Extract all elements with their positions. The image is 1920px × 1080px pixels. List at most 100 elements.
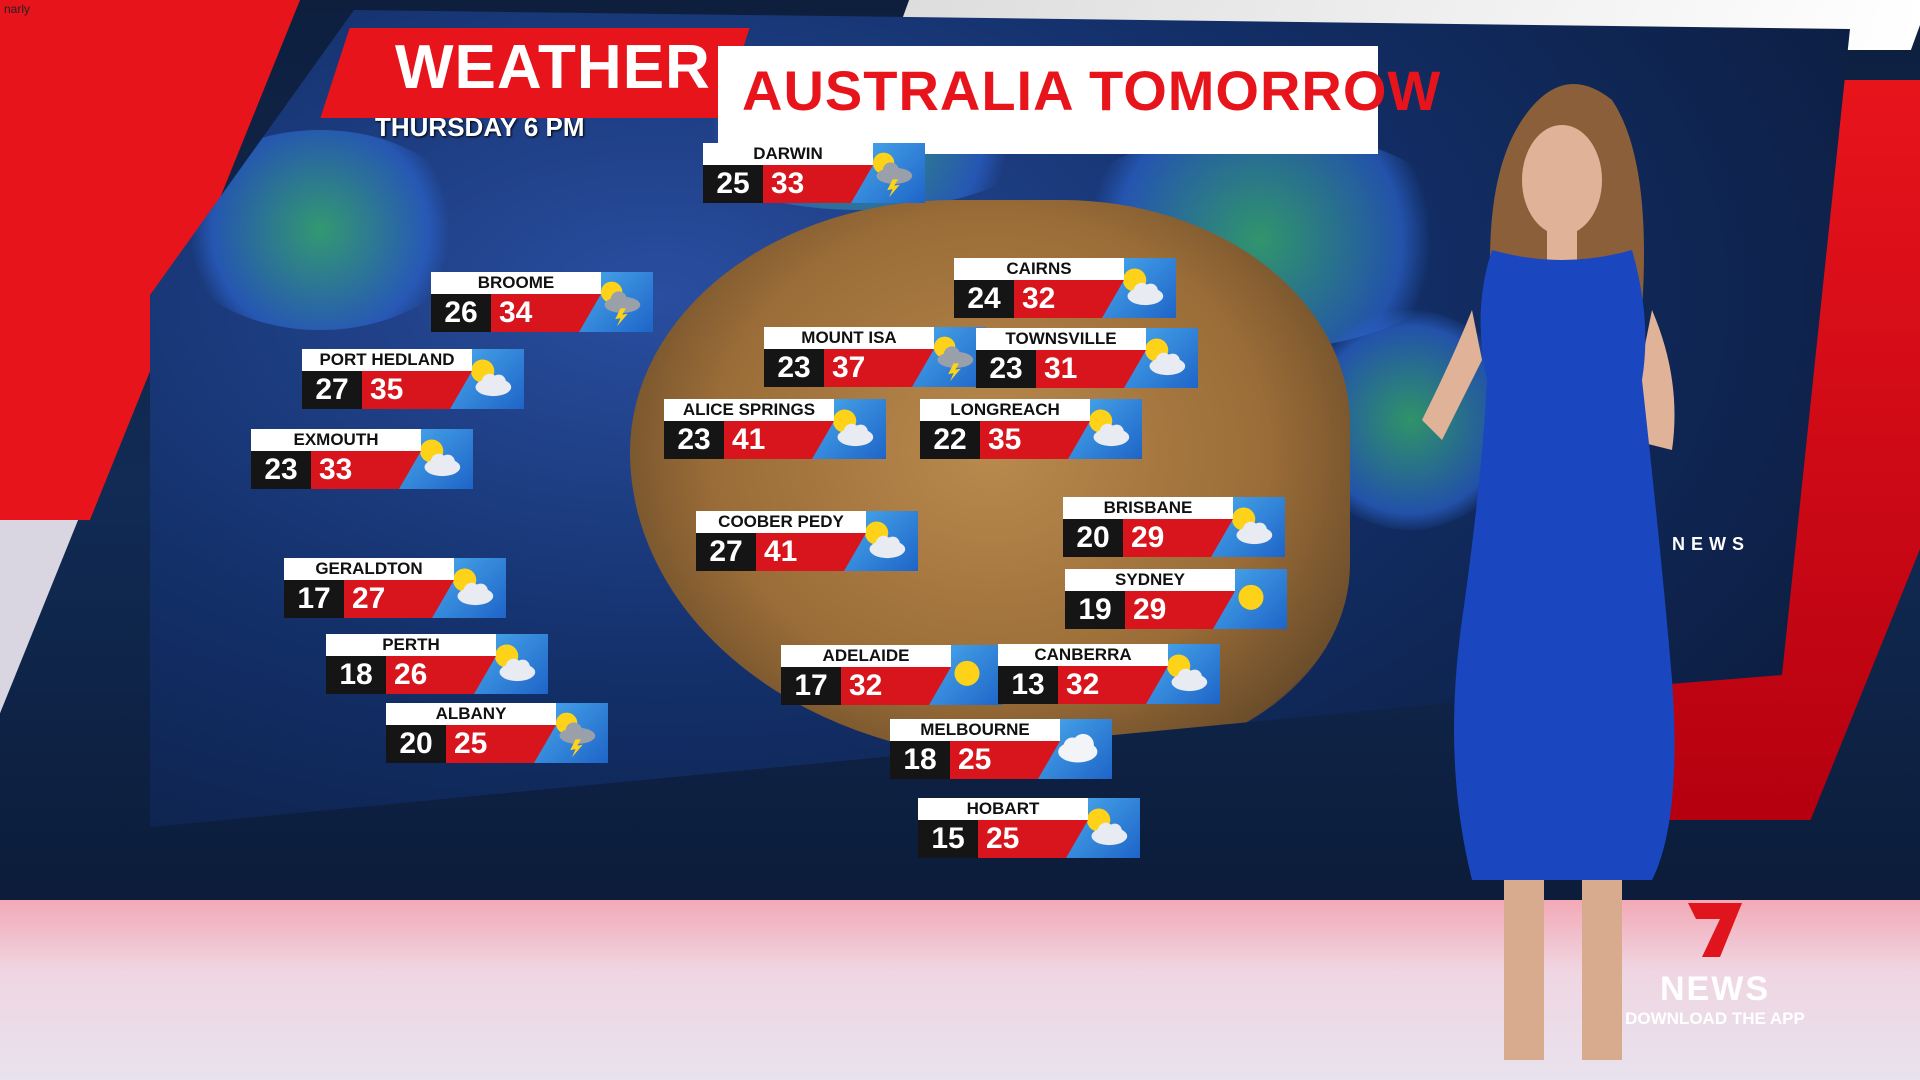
min-temp: 22 [920, 421, 980, 459]
sun-cloud-icon [833, 409, 874, 447]
sun-cloud-icon [1087, 808, 1128, 846]
city-name: PERTH [326, 634, 496, 656]
sun-cloud-icon [1123, 268, 1164, 306]
max-temp: 33 [763, 165, 873, 203]
sun-cloud-icon [1145, 338, 1186, 376]
max-temp: 27 [344, 580, 454, 618]
title-white-banner [718, 46, 1378, 154]
city-card-brisbane: BRISBANE 20 29 [1063, 497, 1285, 559]
max-temp: 25 [978, 820, 1088, 858]
min-temp: 27 [696, 533, 756, 571]
max-temp: 29 [1123, 519, 1233, 557]
min-temp: 23 [251, 451, 311, 489]
city-name: MELBOURNE [890, 719, 1060, 741]
city-name: COOBER PEDY [696, 511, 866, 533]
city-name: EXMOUTH [251, 429, 421, 451]
city-card-alice-springs: ALICE SPRINGS 23 41 [664, 399, 886, 461]
city-name: ALBANY [386, 703, 556, 725]
storm-icon [600, 281, 641, 327]
city-name: MOUNT ISA [764, 327, 934, 349]
title-australia-tomorrow: AUSTRALIA TOMORROW [742, 59, 1442, 122]
max-temp: 32 [1014, 280, 1124, 318]
city-name: SYDNEY [1065, 569, 1235, 591]
max-temp: 33 [311, 451, 421, 489]
city-name: CAIRNS [954, 258, 1124, 280]
sun-icon [1238, 584, 1264, 610]
city-name: PORT HEDLAND [302, 349, 472, 371]
min-temp: 20 [1063, 519, 1123, 557]
min-temp: 18 [326, 656, 386, 694]
logo-news: NEWS [1660, 970, 1770, 1008]
city-card-sydney: SYDNEY 19 29 [1065, 569, 1287, 631]
city-card-townsville: TOWNSVILLE 23 31 [976, 328, 1198, 390]
min-temp: 18 [890, 741, 950, 779]
storm-icon [555, 712, 596, 758]
city-card-geraldton: GERALDTON 17 27 [284, 558, 506, 620]
min-temp: 23 [764, 349, 824, 387]
7news-logo: NEWS DOWNLOAD THE APP [1590, 895, 1840, 1029]
sun-cloud-icon [865, 521, 906, 559]
city-card-darwin: DARWIN 25 33 [703, 143, 925, 205]
city-card-hobart: HOBART 15 25 [918, 798, 1140, 860]
city-card-canberra: CANBERRA 13 32 [998, 644, 1220, 706]
city-card-broome: BROOME 26 34 [431, 272, 653, 334]
min-temp: 27 [302, 371, 362, 409]
forecast-time: THURSDAY 6 PM [375, 112, 585, 142]
sun-cloud-icon [471, 359, 512, 397]
min-temp: 20 [386, 725, 446, 763]
storm-icon [933, 336, 974, 382]
city-card-coober-pedy: COOBER PEDY 27 41 [696, 511, 918, 573]
max-temp: 37 [824, 349, 934, 387]
max-temp: 25 [446, 725, 556, 763]
cloud-icon [1058, 733, 1098, 763]
city-name: HOBART [918, 798, 1088, 820]
presenter [1422, 84, 1675, 1060]
max-temp: 32 [841, 667, 951, 705]
city-name: ADELAIDE [781, 645, 951, 667]
city-card-longreach: LONGREACH 22 35 [920, 399, 1142, 461]
city-card-cairns: CAIRNS 24 32 [954, 258, 1176, 320]
sun-cloud-icon [1089, 409, 1130, 447]
city-name: CANBERRA [998, 644, 1168, 666]
min-temp: 26 [431, 294, 491, 332]
max-temp: 32 [1058, 666, 1168, 704]
min-temp: 19 [1065, 591, 1125, 629]
city-name: LONGREACH [920, 399, 1090, 421]
min-temp: 17 [781, 667, 841, 705]
min-temp: 15 [918, 820, 978, 858]
storm-icon [872, 152, 913, 198]
city-card-perth: PERTH 18 26 [326, 634, 548, 696]
city-name: TOWNSVILLE [976, 328, 1146, 350]
min-temp: 23 [664, 421, 724, 459]
min-temp: 24 [954, 280, 1014, 318]
max-temp: 25 [950, 741, 1060, 779]
title-weather: WEATHER [395, 33, 711, 102]
min-temp: 25 [703, 165, 763, 203]
max-temp: 41 [724, 421, 834, 459]
city-card-albany: ALBANY 20 25 [386, 703, 608, 765]
city-name: DARWIN [703, 143, 873, 165]
city-card-mount-isa: MOUNT ISA 23 37 [764, 327, 986, 389]
sun-cloud-icon [495, 644, 536, 682]
min-temp: 13 [998, 666, 1058, 704]
sun-cloud-icon [1232, 507, 1273, 545]
download-app-tagline: DOWNLOAD THE APP [1625, 1009, 1805, 1028]
city-card-port-hedland: PORT HEDLAND 27 35 [302, 349, 524, 411]
min-temp: 23 [976, 350, 1036, 388]
max-temp: 35 [362, 371, 472, 409]
sun-cloud-icon [453, 568, 494, 606]
max-temp: 31 [1036, 350, 1146, 388]
city-name: BRISBANE [1063, 497, 1233, 519]
max-temp: 34 [491, 294, 601, 332]
city-card-exmouth: EXMOUTH 23 33 [251, 429, 473, 491]
seven-logo-icon [1688, 903, 1742, 957]
city-name: BROOME [431, 272, 601, 294]
city-card-adelaide: ADELAIDE 17 32 [781, 645, 1003, 707]
sun-cloud-icon [420, 439, 461, 477]
city-card-melbourne: MELBOURNE 18 25 [890, 719, 1112, 781]
city-name: GERALDTON [284, 558, 454, 580]
sun-icon [954, 660, 980, 686]
min-temp: 17 [284, 580, 344, 618]
max-temp: 26 [386, 656, 496, 694]
sun-cloud-icon [1167, 654, 1208, 692]
